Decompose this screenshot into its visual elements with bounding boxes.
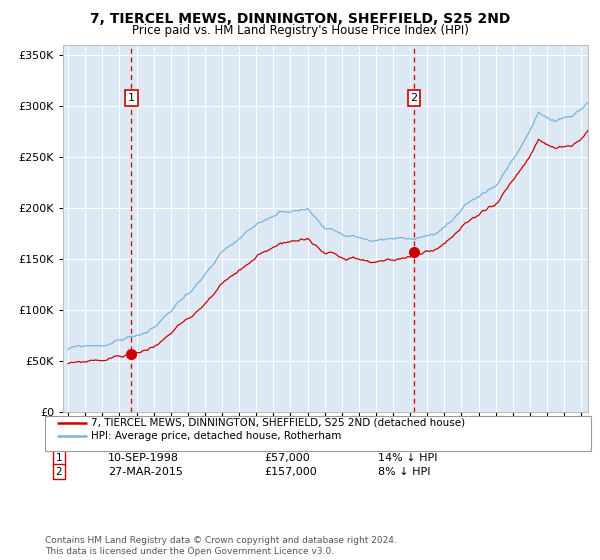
Text: 2: 2 <box>55 466 62 477</box>
Text: 7, TIERCEL MEWS, DINNINGTON, SHEFFIELD, S25 2ND (detached house): 7, TIERCEL MEWS, DINNINGTON, SHEFFIELD, … <box>91 418 466 428</box>
Text: 10-SEP-1998: 10-SEP-1998 <box>108 453 179 463</box>
Text: £57,000: £57,000 <box>264 453 310 463</box>
Text: 2: 2 <box>410 93 418 103</box>
Text: HPI: Average price, detached house, Rotherham: HPI: Average price, detached house, Roth… <box>91 431 341 441</box>
Text: 1: 1 <box>128 93 135 103</box>
Text: £157,000: £157,000 <box>264 466 317 477</box>
Text: 8% ↓ HPI: 8% ↓ HPI <box>378 466 431 477</box>
Text: Contains HM Land Registry data © Crown copyright and database right 2024.
This d: Contains HM Land Registry data © Crown c… <box>45 536 397 556</box>
Text: 1: 1 <box>55 453 62 463</box>
Text: 14% ↓ HPI: 14% ↓ HPI <box>378 453 437 463</box>
Text: Price paid vs. HM Land Registry's House Price Index (HPI): Price paid vs. HM Land Registry's House … <box>131 24 469 36</box>
Text: 27-MAR-2015: 27-MAR-2015 <box>108 466 183 477</box>
Text: 7, TIERCEL MEWS, DINNINGTON, SHEFFIELD, S25 2ND: 7, TIERCEL MEWS, DINNINGTON, SHEFFIELD, … <box>90 12 510 26</box>
